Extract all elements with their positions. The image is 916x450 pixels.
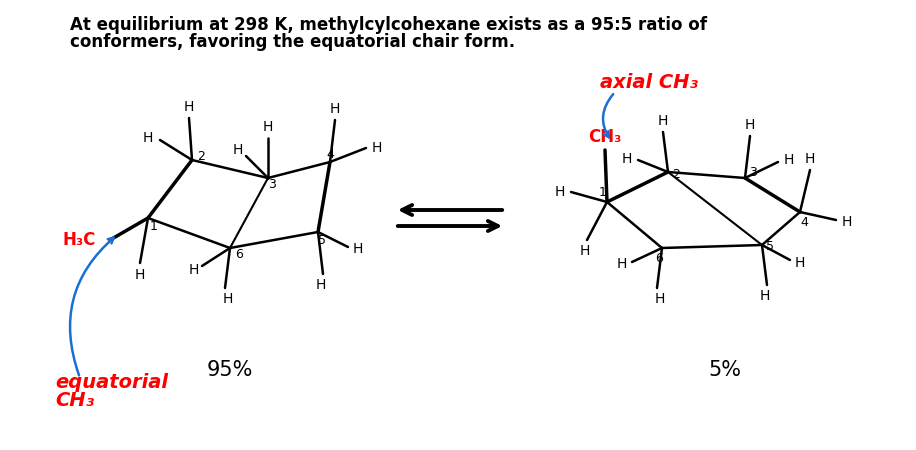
Text: H: H (316, 278, 326, 292)
Text: H: H (184, 100, 194, 114)
Text: H: H (233, 143, 243, 157)
Text: 6: 6 (655, 252, 663, 266)
Text: 5: 5 (766, 240, 774, 253)
Text: H₃C: H₃C (62, 231, 96, 249)
Text: H: H (143, 131, 153, 145)
Text: 5%: 5% (708, 360, 741, 380)
Text: H: H (330, 102, 340, 116)
Text: H: H (135, 268, 146, 282)
Text: 2: 2 (197, 149, 205, 162)
Text: 2: 2 (672, 167, 680, 180)
Text: 4: 4 (800, 216, 808, 230)
Text: 95%: 95% (207, 360, 253, 380)
Text: At equilibrium at 298 K, methylcylcohexane exists as a 95:5 ratio of: At equilibrium at 298 K, methylcylcohexa… (70, 16, 707, 34)
Text: axial CH₃: axial CH₃ (600, 72, 698, 91)
Text: H: H (616, 257, 627, 271)
Text: 3: 3 (749, 166, 757, 179)
Text: H: H (353, 242, 363, 256)
Text: conformers, favoring the equatorial chair form.: conformers, favoring the equatorial chai… (70, 33, 515, 51)
Text: 4: 4 (326, 148, 334, 162)
Text: H: H (745, 118, 755, 132)
Text: 1: 1 (150, 220, 158, 233)
Text: H: H (658, 114, 668, 128)
Text: 5: 5 (318, 234, 326, 248)
Text: H: H (759, 289, 770, 303)
Text: H: H (189, 263, 199, 277)
Text: 6: 6 (235, 248, 243, 261)
Text: equatorial: equatorial (55, 373, 168, 392)
Text: H: H (372, 141, 382, 155)
Text: H: H (784, 153, 794, 167)
Text: H: H (795, 256, 805, 270)
Text: H: H (805, 152, 815, 166)
Text: 1: 1 (599, 186, 607, 199)
Text: 3: 3 (268, 177, 276, 190)
Text: H: H (555, 185, 565, 199)
Text: H: H (622, 152, 632, 166)
Text: H: H (263, 120, 273, 134)
Text: H: H (223, 292, 234, 306)
Text: H: H (580, 244, 590, 258)
Text: H: H (655, 292, 665, 306)
Text: CH₃: CH₃ (55, 391, 94, 410)
Text: H: H (842, 215, 852, 229)
Text: CH₃: CH₃ (588, 128, 622, 146)
